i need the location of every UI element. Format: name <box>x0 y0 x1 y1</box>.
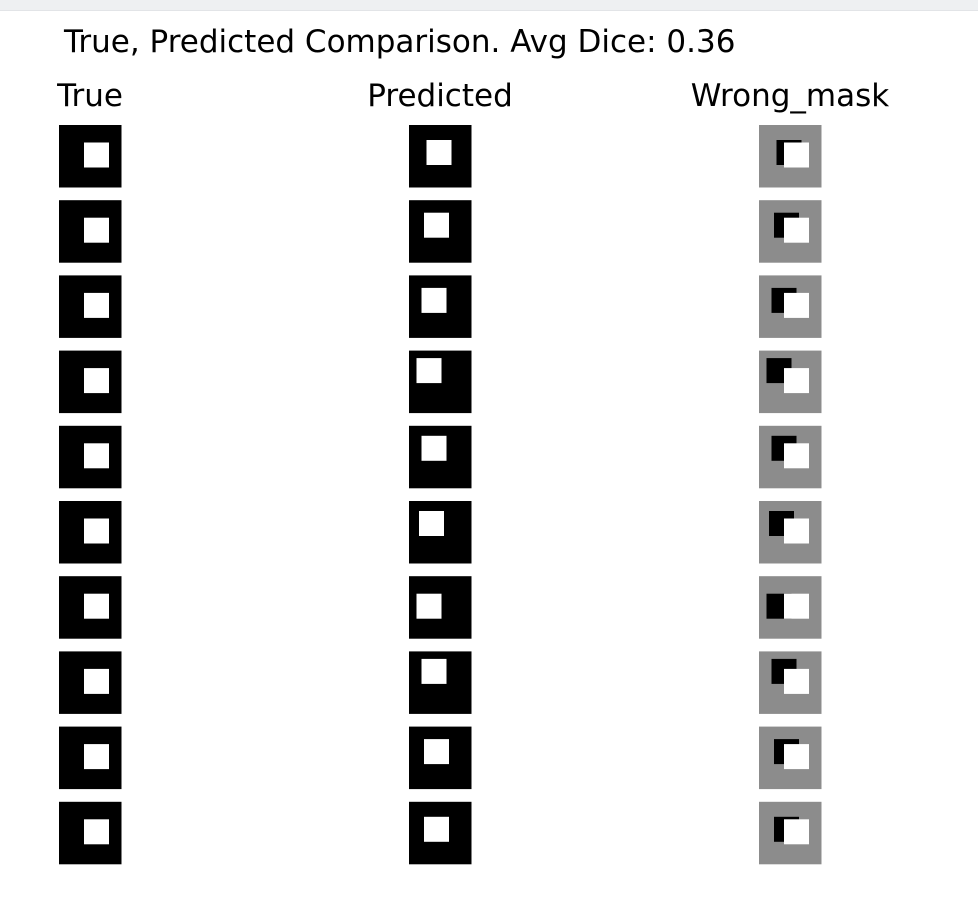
wrong-mask-true-region <box>784 142 809 168</box>
true-mask-square <box>84 744 109 770</box>
true-mask-square <box>84 518 109 544</box>
predicted-mask-square <box>421 658 447 684</box>
true-mask-square <box>84 217 109 243</box>
true-mask-square <box>84 292 109 318</box>
column-header-wrong-mask: Wrong_mask <box>690 78 890 114</box>
predicted-mask-square <box>421 435 447 461</box>
column-header-predicted: Predicted <box>367 78 513 114</box>
predicted-mask-square <box>419 511 444 536</box>
true-mask-square <box>84 368 109 394</box>
true-mask-square <box>84 142 109 168</box>
predicted-mask-square <box>424 739 449 765</box>
predicted-mask-square <box>416 358 442 384</box>
wrong-mask-true-region <box>784 819 809 845</box>
wrong-mask-true-region <box>784 217 809 243</box>
wrong-mask-true-region <box>784 292 809 318</box>
true-mask-square <box>84 443 109 469</box>
wrong-mask-true-region <box>784 593 809 619</box>
predicted-mask-square <box>421 287 447 313</box>
predicted-mask-square <box>424 816 449 842</box>
window-top-strip <box>0 0 978 11</box>
column-header-true: True <box>57 78 123 114</box>
predicted-mask-square <box>426 140 452 165</box>
wrong-mask-true-region <box>784 443 809 469</box>
wrong-mask-true-region <box>784 518 809 544</box>
wrong-mask-true-region <box>784 668 809 694</box>
true-mask-square <box>84 668 109 694</box>
figure-title: True, Predicted Comparison. Avg Dice: 0.… <box>64 24 736 60</box>
wrong-mask-true-region <box>784 368 809 394</box>
predicted-mask-square <box>424 212 449 238</box>
predicted-mask-square <box>416 593 442 619</box>
wrong-mask-true-region <box>784 744 809 770</box>
true-mask-square <box>84 819 109 845</box>
true-mask-square <box>84 593 109 619</box>
